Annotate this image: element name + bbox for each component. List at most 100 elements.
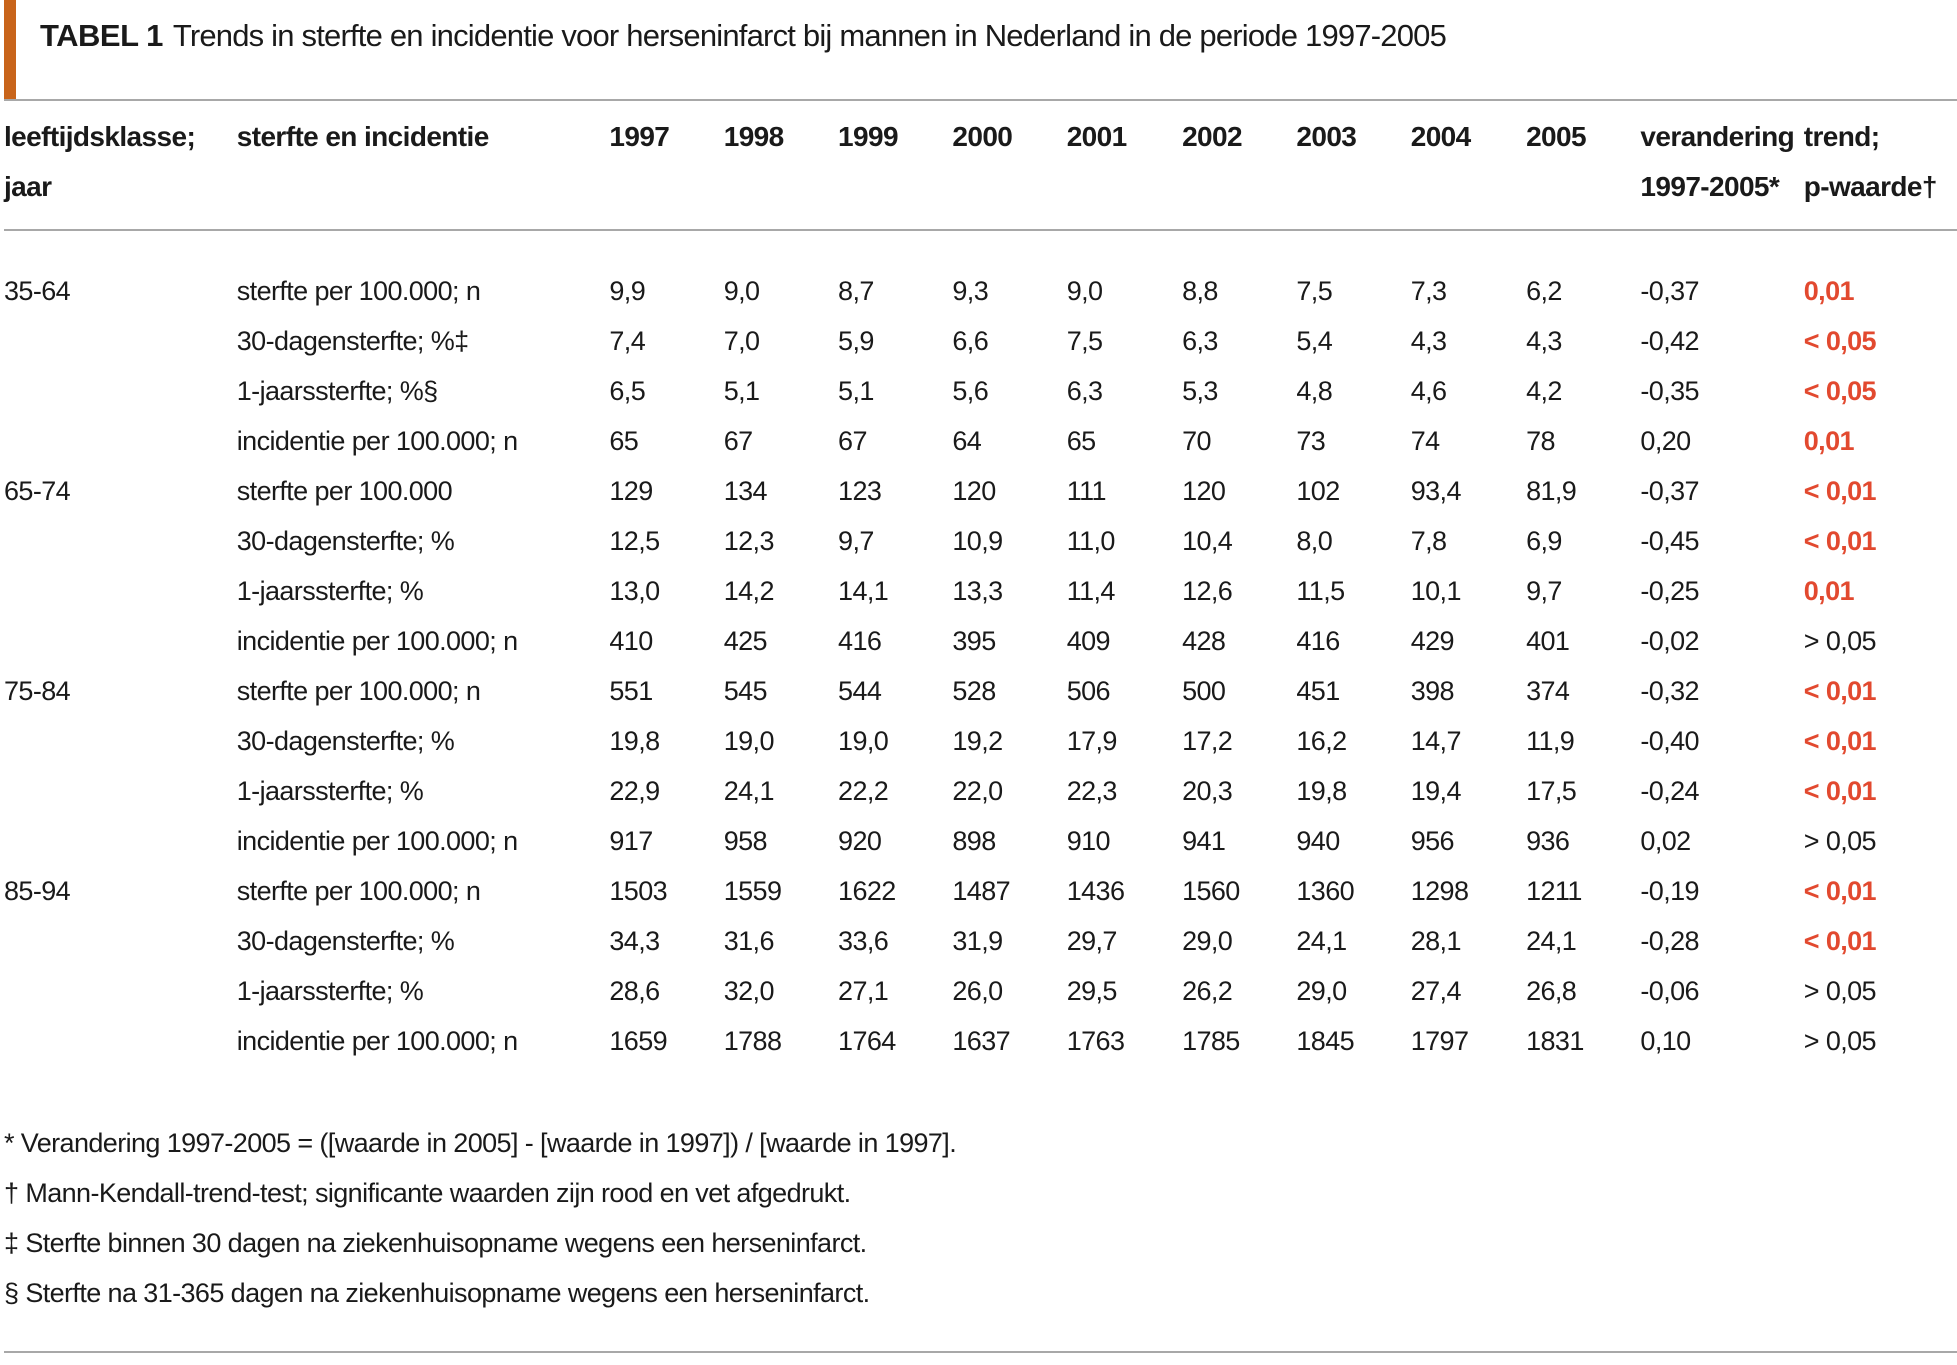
year-value-cell: 917 — [609, 826, 653, 856]
p-value-cell: < 0,01 — [1803, 876, 1877, 906]
table-row: 1-jaarssterfte; %§ 6,5 5,1 5,1 5,6 6,3 5,3 4,8 4… — [4, 366, 1957, 416]
year-value-cell: 11,0 — [1066, 526, 1116, 556]
year-value-cell: 17,9 — [1066, 726, 1118, 756]
measure-cell: 30-dagensterfte; % — [236, 526, 455, 556]
measure-cell: 1-jaarssterfte; %§ — [236, 376, 438, 406]
year-value-cell: 551 — [609, 676, 653, 706]
age-class-cell — [4, 966, 237, 1016]
header-year: 2004 — [1410, 121, 1471, 152]
year-value-cell: 451 — [1296, 676, 1340, 706]
year-value-cell: 941 — [1182, 826, 1226, 856]
year-value-cell: 67 — [838, 426, 867, 456]
p-value-cell: < 0,01 — [1803, 526, 1877, 556]
year-value-cell: 1559 — [723, 876, 782, 906]
year-value-cell: 374 — [1526, 676, 1570, 706]
year-value-cell: 29,0 — [1296, 976, 1347, 1006]
year-value-cell: 6,9 — [1526, 526, 1562, 556]
year-value-cell: 500 — [1182, 676, 1226, 706]
year-value-cell: 29,5 — [1066, 976, 1118, 1006]
p-value-cell: > 0,05 — [1803, 626, 1877, 656]
year-value-cell: 5,1 — [723, 376, 760, 406]
year-value-cell: 81,9 — [1526, 476, 1577, 506]
header-row: leeftijdsklasse; jaar sterfte en incident… — [4, 112, 1957, 212]
header-rule — [4, 229, 1957, 231]
change-cell: -0,06 — [1640, 976, 1699, 1006]
year-value-cell: 22,9 — [609, 776, 660, 806]
year-value-cell: 26,0 — [952, 976, 1003, 1006]
change-cell: -0,25 — [1640, 576, 1699, 606]
age-class-cell: 65-74 — [4, 476, 71, 506]
header-age: leeftijdsklasse; jaar — [4, 121, 196, 202]
year-value-cell: 14,7 — [1410, 726, 1462, 756]
table-row: incidentie per 100.000; n 917 958 920 898 910… — [4, 816, 1957, 866]
change-cell: 0,02 — [1640, 826, 1691, 856]
year-value-cell: 120 — [1182, 476, 1226, 506]
year-value-cell: 14,2 — [723, 576, 775, 606]
header-year: 2001 — [1066, 121, 1127, 152]
year-value-cell: 6,2 — [1526, 276, 1562, 306]
year-value-cell: 13,3 — [952, 576, 1003, 606]
year-value-cell: 19,4 — [1410, 776, 1462, 806]
change-cell: 0,20 — [1640, 426, 1691, 456]
year-value-cell: 1211 — [1526, 876, 1582, 906]
year-value-cell: 5,3 — [1182, 376, 1218, 406]
year-value-cell: 956 — [1410, 826, 1455, 856]
year-value-cell: 398 — [1410, 676, 1455, 706]
p-value-cell: < 0,01 — [1803, 726, 1877, 756]
year-value-cell: 5,6 — [952, 376, 989, 406]
year-value-cell: 506 — [1066, 676, 1111, 706]
header-change: verandering 1997-2005* — [1640, 121, 1795, 202]
year-value-cell: 5,4 — [1296, 326, 1333, 356]
year-value-cell: 19,8 — [609, 726, 660, 756]
year-value-cell: 1360 — [1296, 876, 1355, 906]
year-value-cell: 22,2 — [838, 776, 889, 806]
year-value-cell: 19,2 — [952, 726, 1003, 756]
year-value-cell: 10,9 — [952, 526, 1003, 556]
age-class-cell — [4, 366, 237, 416]
table-row: 30-dagensterfte; %‡ 7,4 7,0 5,9 6,6 7,5 6,3 5,4… — [4, 316, 1957, 366]
table-row: 1-jaarssterfte; % 22,9 24,1 22,2 22,0 22,3 20,… — [4, 766, 1957, 816]
year-value-cell: 24,1 — [1296, 926, 1347, 956]
year-value-cell: 22,3 — [1066, 776, 1118, 806]
year-value-cell: 65 — [1066, 426, 1096, 456]
header-year: 2000 — [952, 121, 1013, 152]
year-value-cell: 19,8 — [1296, 776, 1347, 806]
year-value-cell: 11,4 — [1066, 576, 1116, 606]
measure-cell: incidentie per 100.000; n — [236, 426, 518, 456]
year-value-cell: 14,1 — [838, 576, 889, 606]
age-class-cell — [4, 416, 237, 466]
year-value-cell: 920 — [838, 826, 882, 856]
year-value-cell: 7,0 — [723, 326, 760, 356]
year-value-cell: 134 — [723, 476, 768, 506]
year-value-cell: 93,4 — [1410, 476, 1462, 506]
year-value-cell: 32,0 — [723, 976, 775, 1006]
p-value-cell: < 0,05 — [1803, 326, 1877, 356]
year-value-cell: 102 — [1296, 476, 1340, 506]
year-value-cell: 26,8 — [1526, 976, 1577, 1006]
year-value-cell: 1659 — [609, 1026, 668, 1056]
measure-cell: incidentie per 100.000; n — [236, 626, 518, 656]
age-class-cell — [4, 916, 237, 966]
year-value-cell: 4,3 — [1526, 326, 1562, 356]
p-value-cell: < 0,01 — [1803, 676, 1877, 706]
footnote: * Verandering 1997-2005 = ([waarde in 20… — [4, 1128, 957, 1158]
year-value-cell: 65 — [609, 426, 639, 456]
year-value-cell: 7,5 — [1066, 326, 1103, 356]
measure-cell: sterfte per 100.000; n — [236, 876, 481, 906]
table-row: 85-94 sterfte per 100.000; n 1503 1559 1622 1… — [4, 866, 1957, 916]
table-caption: Trends in sterfte en incidentie voor her… — [172, 18, 1447, 53]
header-year: 2003 — [1296, 121, 1357, 152]
measure-cell: 30-dagensterfte; % — [236, 726, 455, 756]
year-value-cell: 544 — [838, 676, 882, 706]
year-value-cell: 7,4 — [609, 326, 646, 356]
footnote: † Mann-Kendall-trend-test; significante … — [4, 1178, 851, 1208]
year-value-cell: 28,6 — [609, 976, 660, 1006]
year-value-cell: 4,2 — [1526, 376, 1562, 406]
year-value-cell: 4,8 — [1296, 376, 1333, 406]
p-value-cell: > 0,05 — [1803, 976, 1877, 1006]
year-value-cell: 19,0 — [723, 726, 775, 756]
table-row: 1-jaarssterfte; % 13,0 14,2 14,1 13,3 11,4 12,… — [4, 566, 1957, 616]
measure-cell: 1-jaarssterfte; % — [236, 576, 424, 606]
year-value-cell: 31,6 — [723, 926, 775, 956]
header-year: 1999 — [838, 121, 898, 152]
